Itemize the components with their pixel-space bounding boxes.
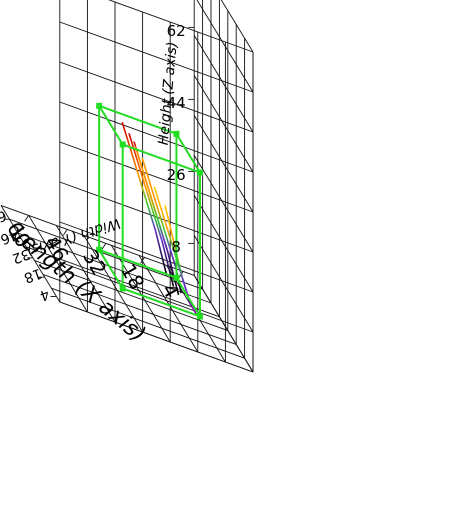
selection-box-edge bbox=[175, 277, 201, 317]
side-wall-gridline bbox=[59, 61, 254, 133]
selection-box-handle bbox=[173, 274, 180, 281]
x-axis-tick bbox=[24, 215, 29, 222]
back-wall-gridline bbox=[193, 155, 254, 253]
back-wall-gridline bbox=[193, 235, 254, 333]
floor-gridline bbox=[55, 225, 116, 323]
selection-box-edge bbox=[98, 105, 124, 145]
z-tick-label: 26 bbox=[167, 166, 186, 184]
floor-gridline bbox=[0, 204, 195, 276]
z-tick-label: 44 bbox=[167, 94, 186, 112]
streamline-4 bbox=[134, 146, 176, 283]
selection-box-edge bbox=[175, 133, 201, 173]
back-wall-gridline bbox=[193, 275, 254, 373]
side-wall-gridline bbox=[59, 141, 254, 213]
selection-box bbox=[96, 102, 203, 320]
selection-box-handle bbox=[196, 313, 203, 320]
x-axis-tick bbox=[62, 229, 68, 236]
floor-gridline bbox=[138, 255, 199, 353]
back-wall-gridline bbox=[193, 195, 254, 293]
back-wall-gridline bbox=[193, 35, 254, 133]
z-tick-label: 62 bbox=[167, 22, 186, 40]
selection-box-handle bbox=[119, 285, 126, 292]
selection-box-edge bbox=[98, 249, 124, 289]
selection-box-handle bbox=[196, 169, 203, 176]
side-wall-gridline bbox=[59, 301, 254, 373]
x-axis-tick bbox=[140, 257, 145, 264]
selection-box-edge bbox=[98, 104, 177, 135]
side-wall-gridline bbox=[59, 221, 254, 293]
back-wall-gridline bbox=[193, 115, 254, 213]
side-wall-gridline bbox=[108, 0, 254, 53]
floor-gridline bbox=[111, 245, 171, 343]
x-axis-tick bbox=[101, 243, 107, 250]
y-tick-label: 46 bbox=[0, 226, 20, 247]
selection-box-edge bbox=[122, 287, 201, 318]
y-tick-label: 32 bbox=[10, 245, 32, 266]
back-wall-gridline bbox=[220, 0, 254, 53]
y-tick-label: 60 bbox=[0, 207, 9, 228]
selection-box-handle bbox=[96, 102, 103, 109]
selection-box-handle bbox=[173, 130, 180, 137]
side-wall-gridline bbox=[59, 261, 254, 333]
streamline-2 bbox=[128, 133, 175, 287]
back-wall-gridline bbox=[196, 0, 254, 93]
floor-gridline bbox=[28, 215, 88, 313]
floor-gridline bbox=[34, 260, 228, 332]
side-wall-gridline bbox=[59, 101, 254, 173]
floor-gridline bbox=[42, 273, 237, 345]
y-tick-label: 4 bbox=[37, 285, 51, 303]
floor-gridline bbox=[17, 232, 212, 304]
side-wall-gridline bbox=[59, 21, 254, 93]
selection-box-edge bbox=[122, 143, 201, 174]
ticks-layer bbox=[3, 26, 195, 297]
floor-gridline bbox=[51, 287, 245, 359]
selection-box-edge bbox=[98, 248, 177, 279]
z-tick-label: 8 bbox=[171, 238, 181, 256]
axis-labels-layer: 418324660418324660826446280Length (X axi… bbox=[0, 22, 186, 348]
selection-box-handle bbox=[119, 141, 126, 148]
y-tick-label: 18 bbox=[22, 265, 44, 286]
back-wall-gridline bbox=[193, 75, 254, 173]
floor-gridline bbox=[0, 205, 61, 303]
floor-gridline bbox=[83, 235, 143, 333]
floor-gridline bbox=[166, 265, 226, 363]
streamline-7 bbox=[164, 204, 197, 314]
selection-box-handle bbox=[96, 246, 103, 253]
